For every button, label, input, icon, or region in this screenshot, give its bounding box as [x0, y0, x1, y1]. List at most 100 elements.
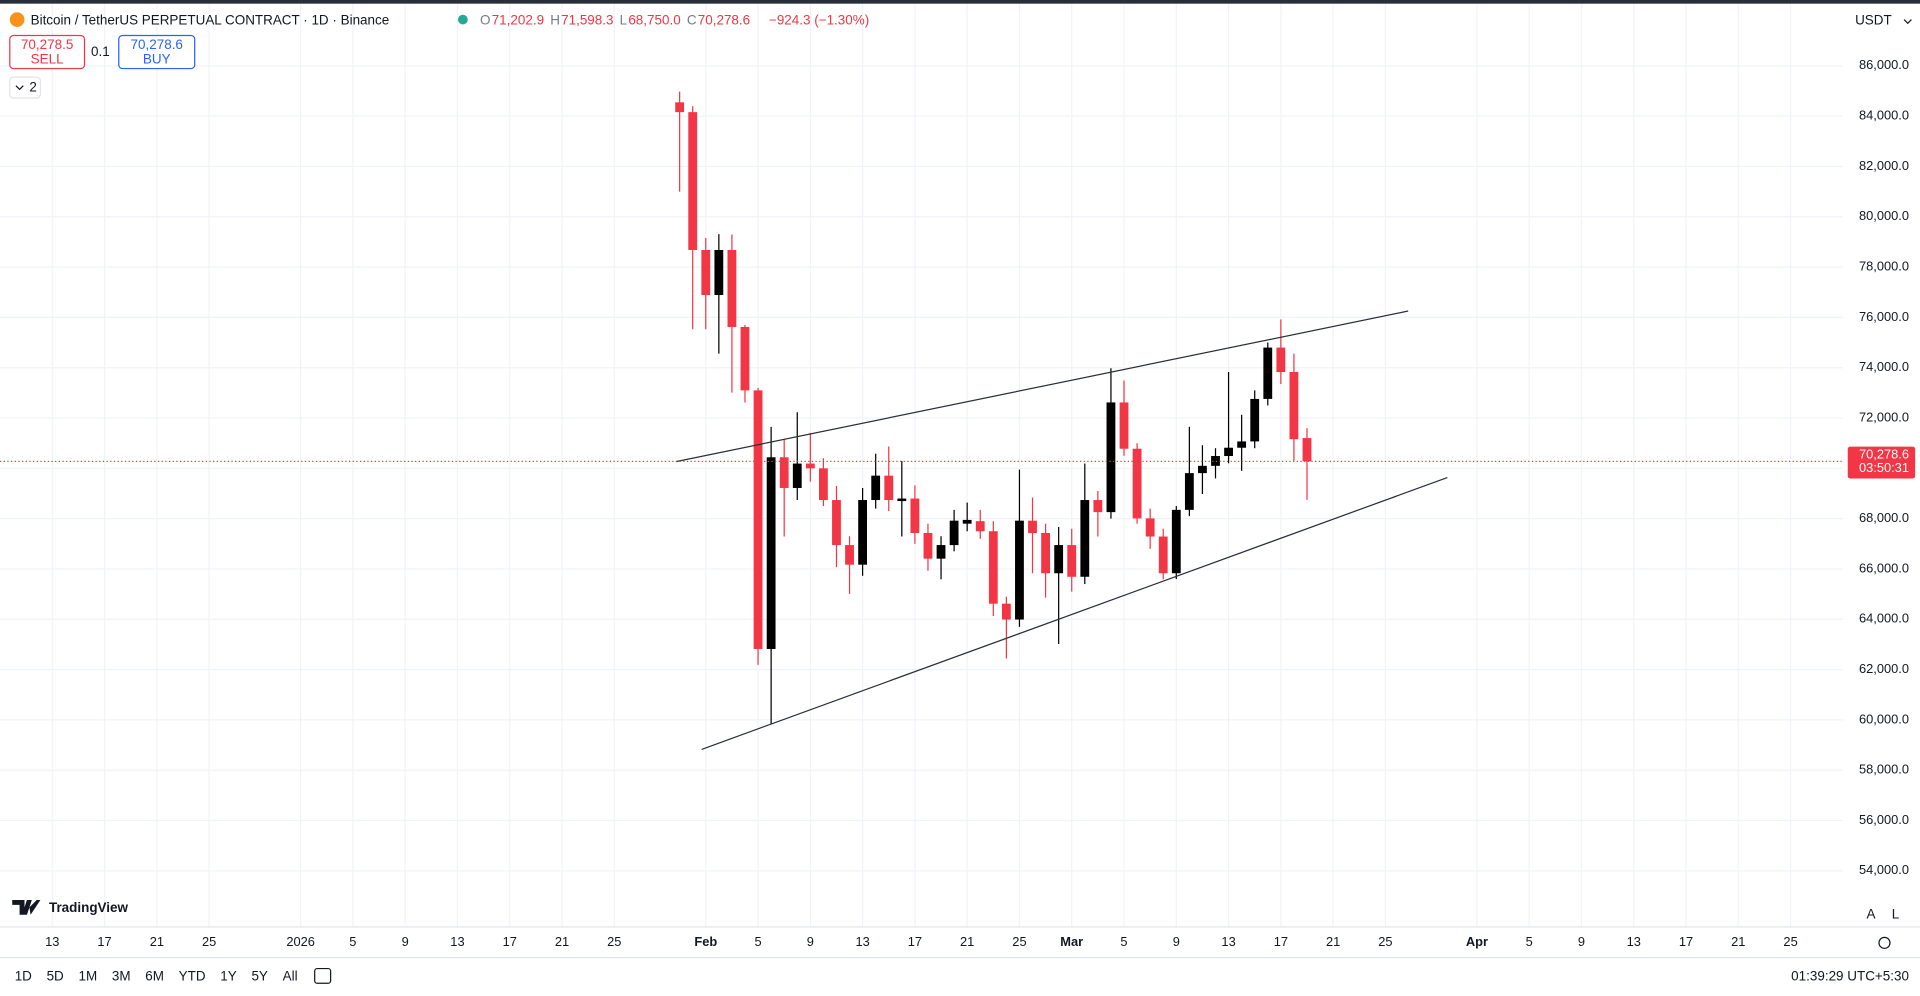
range-button[interactable]: All: [283, 969, 298, 984]
x-tick-label: 5: [754, 934, 761, 949]
y-tick-label: 80,000.0: [1859, 208, 1909, 223]
candle-body: [675, 102, 685, 113]
range-button[interactable]: 1M: [78, 969, 97, 984]
x-tick-label: 17: [503, 934, 517, 949]
x-tick-label: 13: [1627, 934, 1641, 949]
grid: [0, 0, 1843, 927]
brand-name: TradingView: [49, 900, 129, 915]
auto-scale[interactable]: A: [1867, 906, 1876, 921]
candle-body: [1001, 603, 1011, 620]
top-border: [0, 0, 1920, 4]
range-button[interactable]: 1D: [15, 969, 32, 984]
layers-toggle[interactable]: [9, 76, 42, 99]
date-range-icon[interactable]: [314, 967, 332, 984]
candle-body: [1289, 372, 1299, 440]
ohlc: O 71,202.9 H 71,598.3 L 68,750.0 C 70,278.6: [480, 12, 750, 27]
x-tick-label: Mar: [1060, 934, 1083, 949]
sell-button[interactable]: [9, 34, 86, 70]
currency[interactable]: USDT: [1855, 12, 1892, 27]
x-tick-label: 21: [1326, 934, 1340, 949]
change: −924.3 (−1.30%): [769, 12, 869, 27]
candle-body: [1132, 448, 1142, 519]
candles: [675, 91, 1312, 725]
settings-icon[interactable]: [1878, 936, 1891, 949]
range-button[interactable]: 6M: [145, 969, 164, 984]
candle-body: [975, 521, 985, 532]
buy-label: BUY: [143, 52, 171, 67]
candle-body: [1106, 402, 1116, 513]
y-tick-label: 78,000.0: [1859, 258, 1909, 273]
y-tick-label: 86,000.0: [1859, 57, 1909, 72]
candle-body: [1080, 500, 1090, 577]
y-tick-label: 76,000.0: [1859, 309, 1909, 324]
log-scale[interactable]: L: [1892, 906, 1900, 921]
ohlc-key: O: [480, 12, 490, 27]
candle-body: [688, 112, 698, 250]
candle-body: [884, 475, 894, 501]
candle-body: [962, 519, 972, 524]
candle-body: [753, 390, 763, 649]
candle-body: [1067, 545, 1077, 577]
y-tick-label: 72,000.0: [1859, 409, 1909, 424]
ohlc-key: C: [687, 12, 697, 27]
axes: 54,000.0 56,000.0 58,000.0 60,000.0 62,000.0…: [0, 57, 1916, 949]
candle-body: [1276, 347, 1286, 373]
range-button[interactable]: 1Y: [220, 969, 236, 984]
trend-line-upper[interactable]: [675, 310, 1409, 463]
range-button[interactable]: 5Y: [251, 969, 267, 984]
range-button[interactable]: YTD: [179, 969, 206, 984]
y-tick-label: 58,000.0: [1859, 762, 1909, 777]
x-tick-label: 17: [97, 934, 111, 949]
y-tick-label: 62,000.0: [1859, 661, 1909, 676]
candle-body: [1198, 465, 1207, 474]
y-tick-label: 84,000.0: [1859, 108, 1909, 123]
coin-icon: [9, 12, 25, 27]
y-tick-label: 56,000.0: [1859, 812, 1909, 827]
candle-body: [910, 498, 920, 533]
candle-body: [897, 498, 907, 502]
currency-chevron: [1903, 19, 1912, 25]
range-button[interactable]: 3M: [112, 969, 131, 984]
x-tick-label: 5: [1120, 934, 1127, 949]
x-tick-label: 17: [1679, 934, 1693, 949]
candle-body: [1015, 520, 1024, 620]
y-tick-label: 74,000.0: [1859, 359, 1909, 374]
candle-body: [1158, 536, 1168, 574]
x-tick-label: 21: [960, 934, 974, 949]
y-tick-label: 82,000.0: [1859, 158, 1909, 173]
range-buttons: 1D 5D 1M 3M 6M YTD 1Y 5Y All: [15, 969, 298, 984]
last-price-label: 70,278.6: [1859, 447, 1909, 462]
x-tick-label: 9: [807, 934, 814, 949]
x-tick-label: 25: [1783, 934, 1797, 949]
buy-button[interactable]: [118, 34, 196, 70]
brand-logo: [12, 900, 41, 915]
y-tick-label: 54,000.0: [1859, 862, 1909, 877]
y-tick-label: 66,000.0: [1859, 560, 1909, 575]
x-tick-label: 5: [349, 934, 356, 949]
candle-body: [1171, 509, 1181, 574]
x-tick-label: 13: [450, 934, 464, 949]
candle-body: [779, 457, 789, 488]
candle-body: [727, 249, 737, 327]
candle-body: [936, 545, 946, 559]
range-button[interactable]: 5D: [47, 969, 64, 984]
candle-body: [1224, 447, 1233, 457]
quantity[interactable]: 0.1: [91, 44, 110, 59]
x-tick-label: 5: [1526, 934, 1533, 949]
x-tick-label: Feb: [694, 934, 717, 949]
candle-body: [1237, 441, 1247, 448]
candle-body: [1028, 520, 1037, 533]
y-tick-label: 64,000.0: [1859, 611, 1909, 626]
candle-body: [714, 249, 724, 296]
candle-body: [701, 249, 711, 296]
symbol-title[interactable]: Bitcoin / TetherUS PERPETUAL CONTRACT · …: [31, 12, 390, 27]
candle-body: [1302, 438, 1312, 462]
candle-body: [923, 532, 933, 559]
candle-body: [818, 468, 828, 501]
x-tick-label: 21: [1731, 934, 1745, 949]
trend-line-lower[interactable]: [701, 476, 1448, 750]
candle-body: [858, 500, 868, 565]
